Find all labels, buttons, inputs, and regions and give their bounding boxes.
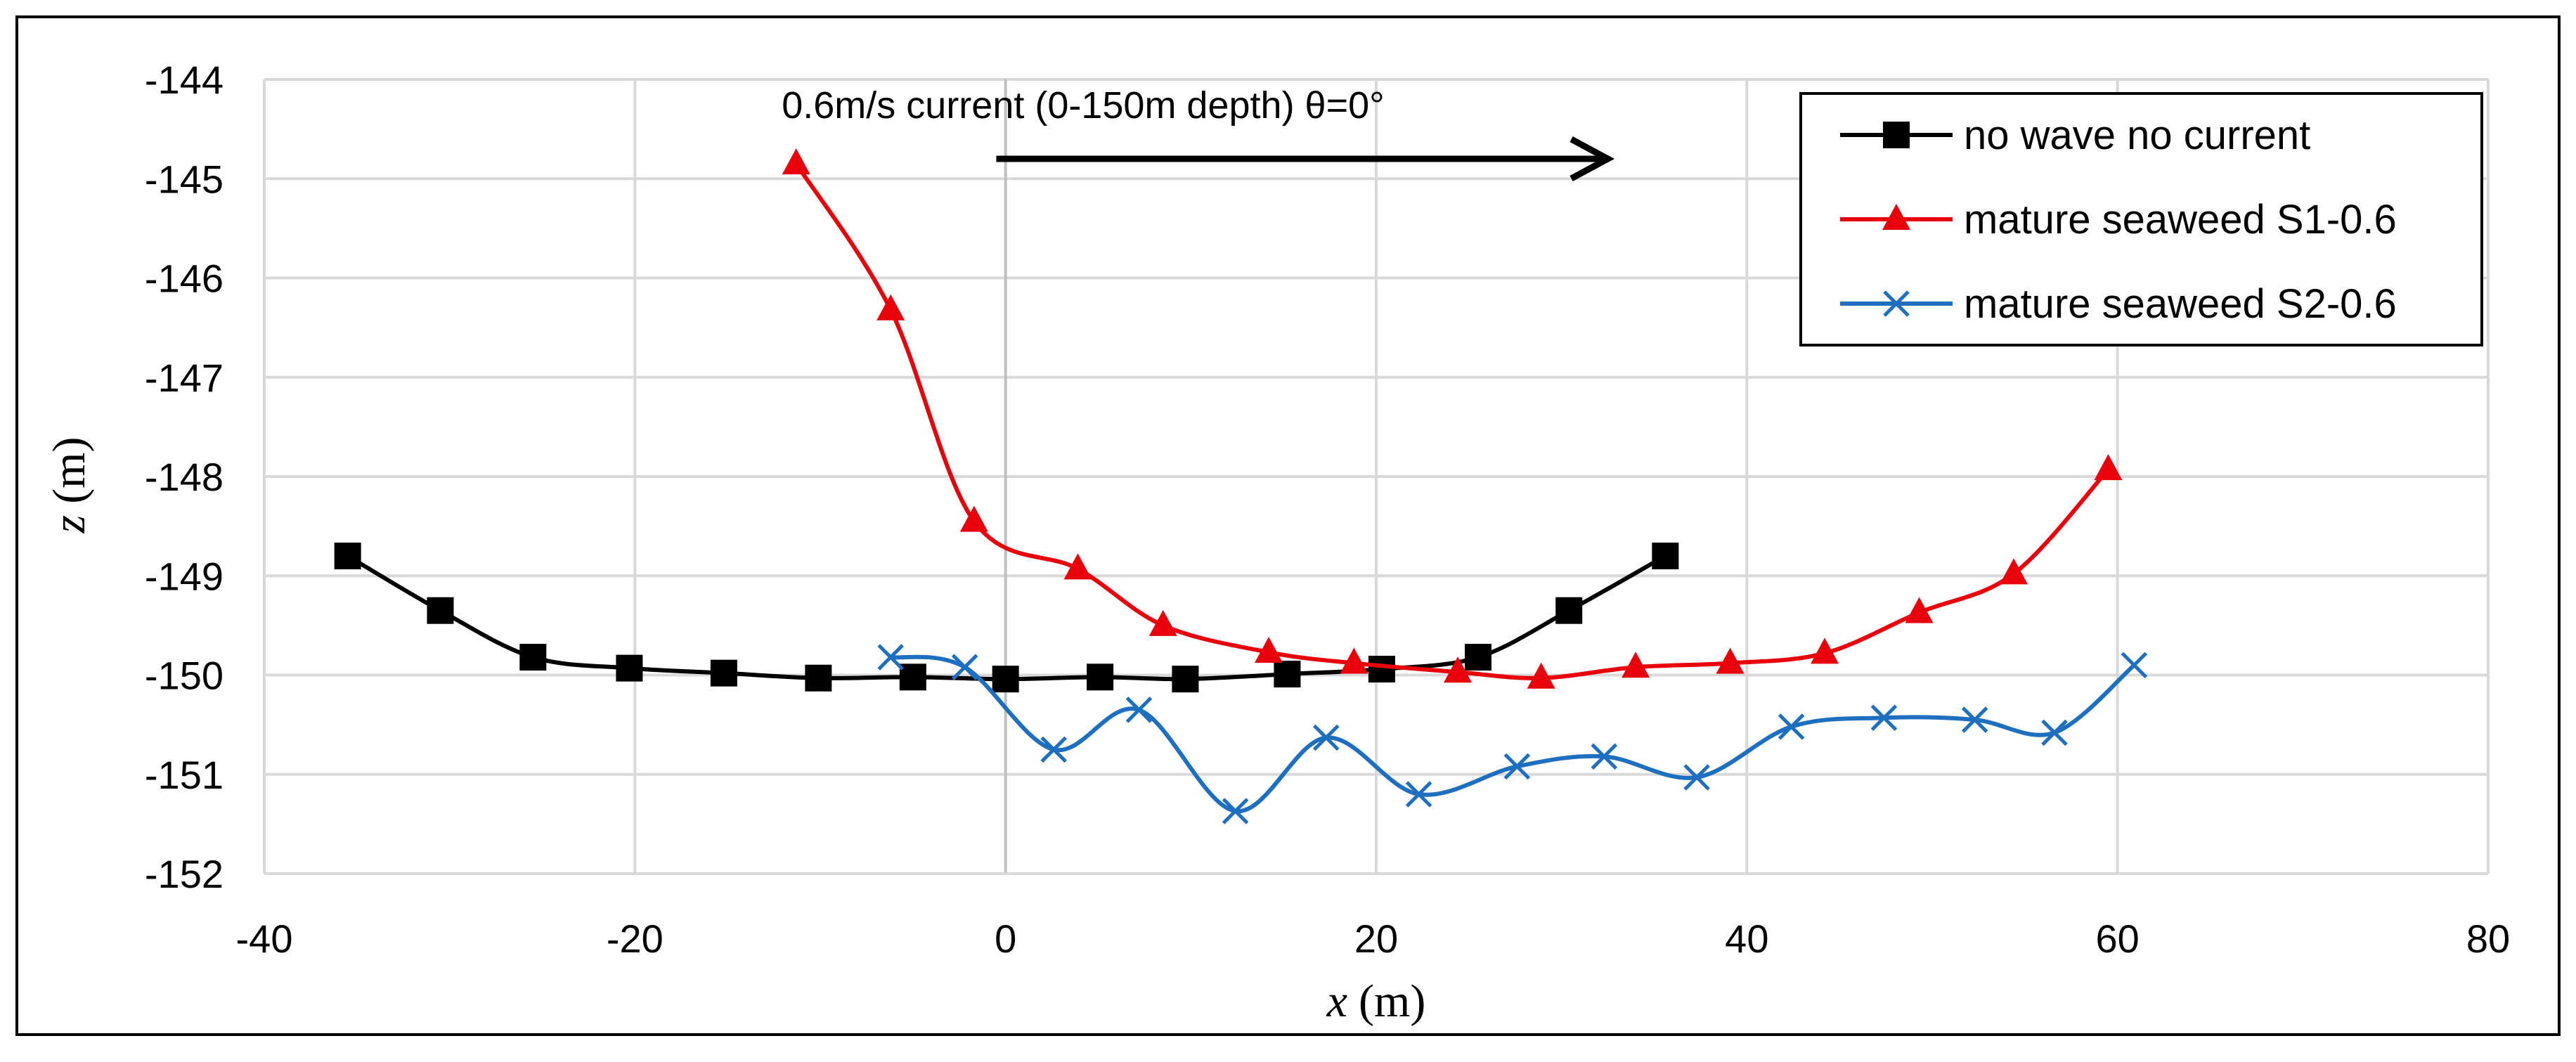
series-x: [877, 644, 2148, 824]
data-point: [1905, 597, 1934, 623]
data-point: [1313, 724, 1340, 751]
x-axis-var: x: [1326, 976, 1347, 1027]
annotation: 0.6m/s current (0-150m depth) θ=0°: [782, 84, 1615, 181]
data-point: [1778, 713, 1805, 740]
data-point: [334, 543, 361, 569]
y-tick-label: -147: [145, 356, 224, 400]
series-square: [334, 543, 1679, 693]
data-point: [1255, 637, 1283, 663]
data-point: [959, 505, 988, 532]
x-tick-label: 60: [2096, 917, 2140, 961]
y-tick-label: -150: [145, 654, 224, 698]
data-point: [1591, 743, 1618, 770]
legend-label: mature seaweed S1-0.6: [1964, 197, 2397, 242]
data-point: [1870, 704, 1898, 732]
data-point: [951, 654, 978, 680]
data-point: [2121, 652, 2148, 679]
y-tick-label: -149: [145, 554, 224, 598]
x-axis-unit: (m): [1359, 976, 1425, 1027]
legend-marker: [1883, 122, 1910, 148]
data-point: [2041, 719, 2068, 746]
data-point: [1063, 553, 1092, 580]
y-tick-label: -146: [145, 257, 224, 301]
data-point: [616, 654, 643, 682]
legend-marker: [1882, 204, 1910, 230]
data-point: [1683, 764, 1710, 791]
data-point: [1527, 662, 1555, 689]
x-tick-label: -40: [236, 917, 293, 961]
legend: no wave no current mature seaweed S1-0.6 m…: [1799, 92, 2483, 347]
axes: -40 -20 0 20 40 60 80 -152 -151 -150 -149 -148 -147 -…: [145, 58, 2510, 961]
y-tick-label: -145: [145, 157, 224, 201]
data-point: [992, 666, 1019, 693]
series-triangle: [782, 148, 2123, 689]
series: [334, 148, 2148, 824]
y-axis-unit: (m): [44, 437, 95, 504]
data-point: [1340, 647, 1368, 674]
data-point: [1503, 753, 1531, 780]
x-tick-label: 0: [995, 917, 1016, 961]
legend-label: no wave no current: [1964, 112, 2310, 158]
x-tick-label: 80: [2466, 917, 2510, 961]
data-point: [805, 664, 832, 692]
data-point: [1652, 543, 1679, 569]
data-point: [876, 294, 905, 320]
data-point: [1444, 656, 1473, 683]
data-point: [1087, 663, 1114, 691]
data-point: [1148, 609, 1177, 636]
data-point: [877, 644, 904, 671]
y-tick-label: -151: [145, 753, 224, 797]
data-point: [519, 644, 547, 671]
y-tick-label: -152: [145, 852, 224, 896]
data-point: [710, 659, 737, 687]
data-point: [1961, 706, 1988, 733]
data-point: [427, 597, 454, 624]
y-tick-label: -148: [145, 455, 224, 499]
data-point: [2094, 454, 2123, 481]
series-line: [890, 654, 2136, 814]
data-point: [1222, 798, 1249, 824]
data-point: [1622, 652, 1650, 678]
legend-label: mature seaweed S2-0.6: [1964, 281, 2397, 327]
x-axis-title: x (m): [1326, 976, 1426, 1027]
annotation-arrow-head: [1569, 136, 1615, 181]
data-point: [782, 148, 810, 175]
data-point: [1274, 661, 1301, 688]
x-tick-label: -20: [607, 917, 664, 961]
data-point: [899, 663, 926, 691]
legend-marker: [1883, 290, 1910, 317]
data-point: [1465, 644, 1492, 671]
data-point: [1368, 656, 1395, 683]
y-axis-title: z (m): [44, 437, 95, 534]
data-point: [2000, 558, 2028, 585]
data-point: [1555, 597, 1583, 624]
y-axis-var: z: [44, 515, 95, 534]
data-point: [1811, 637, 1839, 664]
data-point: [1172, 666, 1199, 693]
chart-border: [15, 15, 2561, 1036]
x-tick-label: 20: [1354, 917, 1398, 961]
x-tick-label: 40: [1725, 917, 1768, 961]
data-point: [1716, 647, 1745, 674]
data-point: [1040, 736, 1067, 763]
data-point: [1405, 781, 1432, 808]
data-point: [1125, 697, 1153, 723]
series-line: [794, 162, 2110, 680]
annotation-text: 0.6m/s current (0-150m depth) θ=0°: [782, 84, 1385, 127]
y-tick-label: -144: [145, 58, 224, 102]
